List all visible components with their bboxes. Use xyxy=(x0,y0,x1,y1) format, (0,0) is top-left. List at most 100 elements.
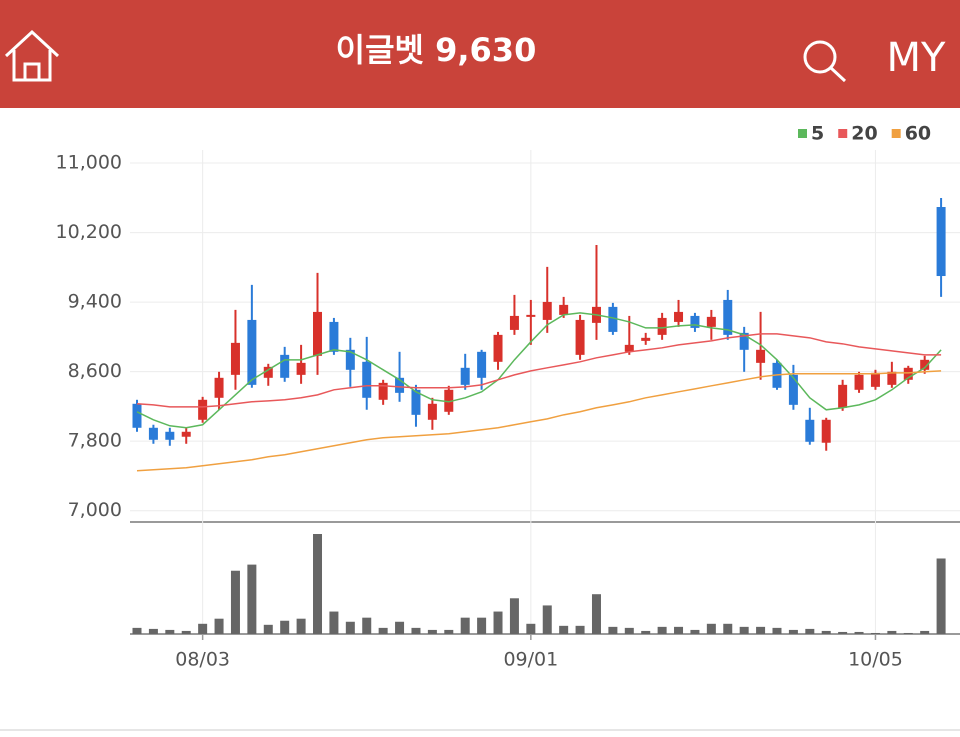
volume-bar xyxy=(313,534,323,634)
moving-average-line xyxy=(136,370,942,472)
volume-bar xyxy=(591,594,601,634)
y-tick-label: 10,200 xyxy=(56,221,122,243)
y-tick-label: 7,000 xyxy=(68,499,122,521)
candle-body xyxy=(674,311,684,322)
volume-bar xyxy=(214,618,224,634)
volume-bar xyxy=(608,626,618,634)
y-tick-label: 7,800 xyxy=(68,430,122,452)
search-button[interactable] xyxy=(803,40,847,83)
legend-label: 5 xyxy=(811,123,824,145)
volume-bar xyxy=(788,629,798,634)
candle-body xyxy=(903,367,913,380)
candle-body xyxy=(854,374,864,390)
volume-bar xyxy=(641,630,651,634)
volume-bar xyxy=(526,623,536,634)
candle-body xyxy=(329,321,339,352)
volume-bar xyxy=(936,558,946,634)
candle-body xyxy=(165,431,175,440)
candle-body xyxy=(148,427,158,440)
candle-body xyxy=(690,315,700,328)
candle-body xyxy=(247,319,257,385)
volume-bar xyxy=(838,631,848,634)
my-button[interactable]: MY xyxy=(887,35,947,81)
volume-bar xyxy=(181,630,191,634)
volume-bar xyxy=(509,598,519,634)
candle-body xyxy=(706,316,716,327)
volume-bar xyxy=(706,623,716,634)
candle-body xyxy=(509,315,519,330)
x-tick-label: 10/05 xyxy=(848,649,903,671)
volume-bar xyxy=(493,611,503,634)
volume-bar xyxy=(674,626,684,634)
volume-bar xyxy=(690,629,700,634)
candle-body xyxy=(427,403,437,420)
volume-bar xyxy=(198,623,208,634)
volume-bar xyxy=(427,629,437,634)
volume-bar xyxy=(920,630,930,634)
volume-bar xyxy=(296,618,306,634)
volume-bar xyxy=(887,630,897,634)
candle-body xyxy=(378,382,388,400)
volume-bar xyxy=(280,620,290,634)
candle-body xyxy=(641,337,651,341)
candle-body xyxy=(460,367,470,385)
volume-bar xyxy=(821,630,831,634)
volume-bar xyxy=(395,621,405,634)
candle-body xyxy=(395,377,405,393)
candle-body xyxy=(181,431,191,437)
moving-average-line xyxy=(136,333,942,408)
header-bar xyxy=(0,0,960,108)
moving-average-line xyxy=(136,312,942,429)
volume-bar xyxy=(723,623,733,634)
candle-body xyxy=(936,207,946,277)
volume-bar xyxy=(772,627,782,634)
y-tick-label: 11,000 xyxy=(56,152,122,174)
candle-body xyxy=(313,311,323,356)
candle-body xyxy=(805,419,815,442)
volume-bar xyxy=(263,624,273,634)
volume-bar xyxy=(148,628,158,634)
candle-body xyxy=(723,299,733,335)
search-handle xyxy=(829,66,847,83)
volume-bar xyxy=(477,617,487,634)
volume-bar xyxy=(132,627,142,634)
candle-body xyxy=(887,371,897,385)
candle-body xyxy=(280,354,290,378)
candle-body xyxy=(756,349,766,363)
volume-bar xyxy=(542,605,552,634)
legend-label: 60 xyxy=(905,123,931,145)
candle-body xyxy=(542,301,552,320)
candle-body xyxy=(788,374,798,405)
volume-bar xyxy=(870,632,880,634)
volume-bar xyxy=(854,631,864,634)
candle-body xyxy=(575,319,585,355)
y-tick-label: 9,400 xyxy=(68,291,122,313)
x-tick-label: 08/03 xyxy=(175,649,230,671)
search-icon xyxy=(803,40,837,74)
home-button[interactable] xyxy=(4,29,60,82)
volume-bar xyxy=(411,627,421,634)
volume-bar xyxy=(575,625,585,634)
legend-swatch xyxy=(798,129,807,138)
volume-bar xyxy=(247,564,257,634)
volume-bar xyxy=(165,629,175,634)
candle-body xyxy=(838,384,848,408)
candle-body xyxy=(411,389,421,415)
legend-label: 20 xyxy=(851,123,877,145)
candle-body xyxy=(821,419,831,443)
volume-bar xyxy=(657,626,667,634)
candle-body xyxy=(739,332,749,350)
candle-body xyxy=(477,351,487,378)
candle-body xyxy=(870,372,880,387)
volume-bar xyxy=(378,627,388,634)
candle-body xyxy=(526,314,536,317)
volume-bar xyxy=(739,626,749,634)
volume-bar xyxy=(805,628,815,634)
volume-bar xyxy=(444,629,454,634)
candle-body xyxy=(362,361,372,398)
candle-body xyxy=(345,349,355,370)
candle-body xyxy=(296,362,306,375)
candle-body xyxy=(493,334,503,362)
home-icon xyxy=(4,29,60,82)
